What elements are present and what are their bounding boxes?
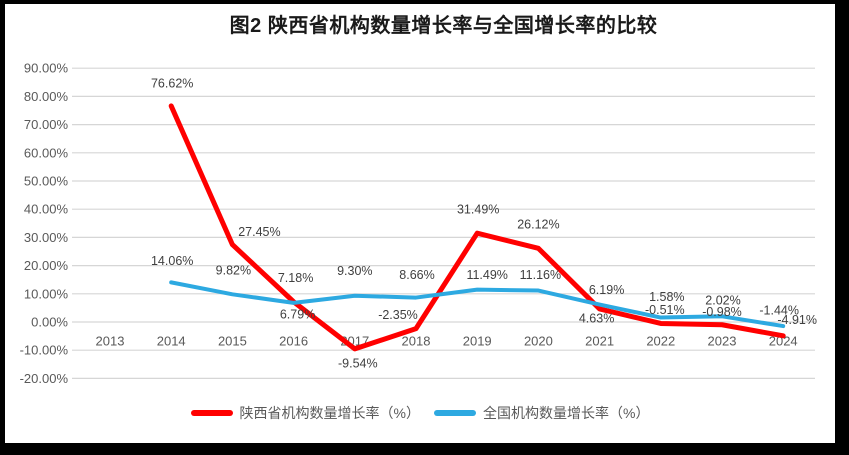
x-axis-category-label: 2016 (279, 334, 308, 349)
x-axis-category-label: 2019 (463, 334, 492, 349)
shaanxi-data-label: -9.54% (338, 356, 378, 370)
shaanxi-data-label: 26.12% (517, 218, 559, 232)
x-axis-category-label: 2020 (524, 334, 553, 349)
y-axis-tick-label: 80.00% (24, 89, 69, 104)
y-axis-tick-label: -10.00% (20, 343, 69, 358)
chart-panel (5, 4, 835, 443)
x-axis-category-label: 2024 (769, 334, 798, 349)
y-axis-tick-label: 20.00% (24, 258, 69, 273)
national-data-label: 2.02% (705, 294, 740, 308)
shaanxi-data-label: 27.45% (238, 225, 280, 239)
national-data-label: -1.44% (759, 303, 799, 317)
national-series-line (169, 280, 786, 329)
y-axis-tick-label: 50.00% (24, 174, 69, 189)
y-axis-tick-label: -20.00% (20, 371, 69, 386)
national-data-label: 6.19% (589, 283, 624, 297)
shaanxi-series-label: 陕西省机构数量增长率（%） (239, 405, 420, 421)
shaanxi-data-label: -0.51% (645, 303, 685, 317)
shaanxi-data-label: -2.35% (378, 308, 418, 322)
shaanxi-data-label: 7.18% (278, 271, 313, 285)
chart-title: 图2 陕西省机构数量增长率与全国增长率的比较 (229, 15, 658, 37)
legend-item-national: 全国机构数量增长率（%） (434, 403, 649, 423)
national-data-label: 6.79% (280, 307, 315, 321)
y-axis-tick-label: 10.00% (24, 286, 69, 301)
shaanxi-series-swatch (190, 410, 233, 416)
y-axis-tick-label: 60.00% (24, 145, 69, 160)
x-axis-category-label: 2014 (157, 334, 186, 349)
national-series-label: 全国机构数量增长率（%） (483, 405, 650, 421)
x-axis-category-label: 2018 (402, 334, 431, 349)
shaanxi-series-line (168, 103, 786, 352)
y-axis-tick-label: 0.00% (31, 315, 68, 330)
y-axis-tick-label: 30.00% (24, 230, 69, 245)
national-data-label: 8.66% (399, 268, 434, 282)
shaanxi-data-label: 4.63% (579, 311, 614, 325)
national-data-label: 1.58% (649, 290, 684, 304)
y-axis-tick-label: 70.00% (24, 117, 69, 132)
y-axis-tick-label: 90.00% (24, 61, 69, 76)
legend-item-shaanxi: 陕西省机构数量增长率（%） (190, 403, 420, 423)
x-axis-category-label: 2013 (96, 334, 125, 349)
y-axis-tick-label: 40.00% (24, 202, 69, 217)
x-axis-category-label: 2022 (646, 334, 675, 349)
shaanxi-data-label: 31.49% (457, 203, 499, 217)
x-axis-category-label: 2015 (218, 334, 247, 349)
national-data-label: 9.30% (337, 264, 372, 278)
national-data-label: 14.06% (151, 254, 193, 268)
shaanxi-data-label: -4.91% (777, 313, 817, 327)
x-axis-category-label: 2023 (708, 334, 737, 349)
shaanxi-data-label: 76.62% (151, 76, 193, 90)
national-data-label: 9.82% (216, 264, 251, 278)
national-series-swatch (434, 410, 476, 416)
national-data-label: 11.16% (520, 268, 561, 282)
national-data-label: 11.49% (466, 268, 507, 282)
x-axis-category-label: 2021 (585, 334, 614, 349)
shaanxi-data-label: -0.98% (702, 305, 742, 319)
chart-legend: 陕西省机构数量增长率（%） 全国机构数量增长率（%） (5, 403, 835, 423)
